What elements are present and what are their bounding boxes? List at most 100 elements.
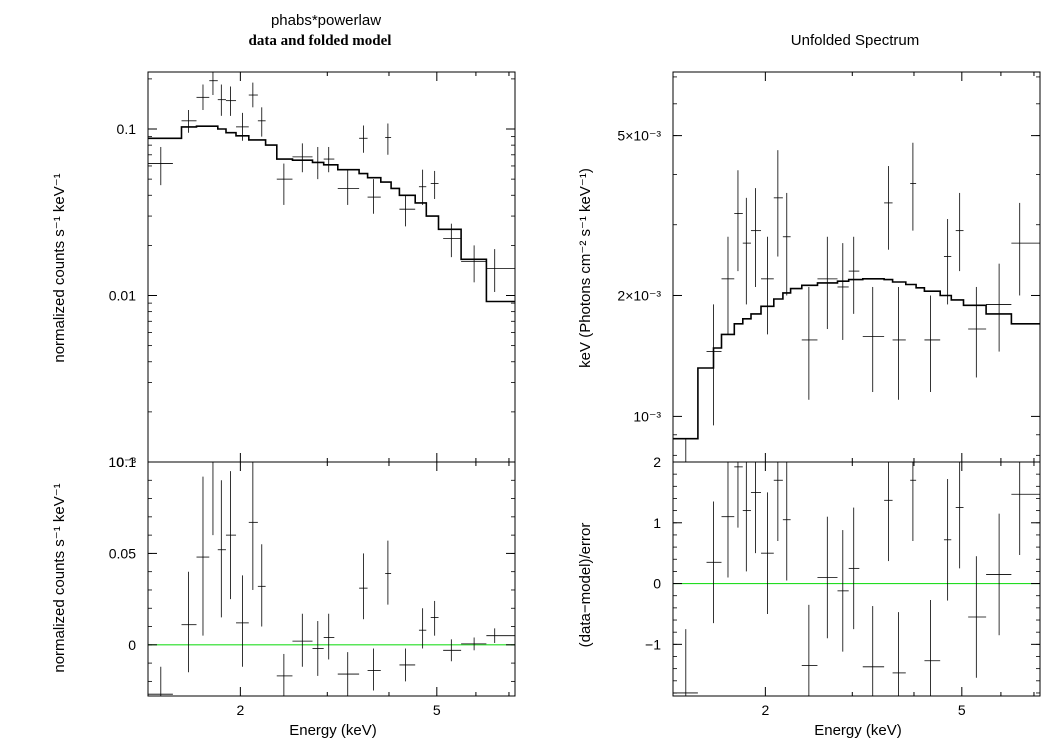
data-point (148, 146, 173, 186)
left-title: phabs*powerlaw (271, 12, 381, 29)
data-point (461, 637, 487, 651)
x-tick-label: 5 (958, 702, 966, 718)
data-point (924, 295, 941, 393)
y-tick-label: −1 (645, 636, 661, 652)
x-tick-label: 2 (761, 702, 769, 718)
data-point (986, 263, 1012, 352)
data-point (323, 146, 335, 173)
data-point (862, 286, 885, 393)
data-point (837, 530, 849, 652)
plot-frame (147, 71, 516, 463)
data-point (801, 286, 818, 400)
data-point (359, 553, 368, 620)
data-point (430, 600, 439, 636)
data-point (673, 629, 698, 696)
data-point (292, 613, 313, 667)
data-point (742, 462, 751, 572)
data-point (955, 462, 964, 569)
data-point (367, 179, 381, 214)
right-top-panel: 5×10⁻³ 2×10⁻³ 10⁻³ (617, 71, 1041, 463)
data-point (225, 471, 237, 600)
data-point (817, 516, 838, 639)
model-step-line (148, 125, 515, 303)
data-point (1011, 202, 1040, 296)
data-point (721, 462, 735, 578)
data-point (910, 462, 917, 542)
data-point (848, 236, 860, 314)
data-point (209, 461, 218, 536)
data-point (837, 243, 849, 340)
data-point (276, 163, 293, 205)
data-point (257, 107, 266, 137)
y-tick-label: 0.1 (117, 454, 137, 470)
data-point (209, 72, 218, 96)
y-tick-label: 5×10⁻³ (617, 128, 661, 144)
data-point (734, 170, 743, 272)
data-point (181, 110, 197, 133)
data-point (385, 540, 392, 605)
data-point (337, 169, 360, 205)
right-bottom-panel: 2 1 0 −1 2 5 (645, 454, 1041, 718)
y-tick-label: 2 (653, 454, 661, 470)
data-point (848, 507, 860, 630)
data-point (486, 628, 515, 643)
data-point (443, 639, 462, 662)
y-tick-label: 0 (128, 637, 136, 653)
left-top-panel: 0.1 0.01 10⁻³ (108, 71, 516, 470)
data-point (801, 604, 818, 696)
data-point (892, 286, 906, 400)
plot-frame (672, 461, 1041, 697)
right-xlabel: Energy (keV) (814, 722, 902, 739)
data-point (486, 249, 515, 292)
data-point (943, 479, 952, 601)
data-point (430, 170, 439, 199)
data-point (742, 197, 751, 305)
data-point (196, 476, 210, 636)
data-point (884, 462, 893, 562)
data-point (399, 195, 416, 227)
data-point (773, 462, 783, 542)
data-point (418, 169, 427, 205)
data-point (323, 613, 335, 660)
data-point (337, 652, 360, 696)
data-point (862, 606, 885, 696)
data-point (1011, 462, 1040, 555)
right-top-ylabel: keV (Photons cm⁻² s⁻¹ keV⁻¹) (577, 168, 594, 368)
data-point (943, 219, 952, 305)
y-tick-label: 10⁻³ (633, 408, 661, 424)
left-bottom-ylabel: normalized counts s⁻¹ keV⁻¹ (51, 483, 68, 672)
data-point (955, 192, 964, 272)
data-point (225, 86, 237, 116)
data-point (884, 166, 893, 250)
data-point (418, 608, 427, 649)
data-point (276, 653, 293, 696)
data-point (910, 142, 917, 231)
data-point (968, 286, 987, 378)
data-point (892, 612, 906, 696)
y-tick-label: 0 (653, 576, 661, 592)
y-tick-label: 0.01 (109, 288, 136, 304)
y-tick-label: 0.05 (109, 545, 136, 561)
data-point (782, 192, 791, 296)
data-point (968, 556, 987, 678)
data-point (359, 125, 368, 153)
x-tick-label: 5 (433, 702, 441, 718)
data-point (257, 544, 266, 627)
data-point (761, 492, 774, 614)
data-point (236, 575, 249, 667)
left-subtitle: data and folded model (249, 33, 392, 49)
data-point (706, 501, 722, 624)
left-top-ylabel: normalized counts s⁻¹ keV⁻¹ (51, 173, 68, 362)
data-point (148, 666, 173, 696)
data-point (399, 648, 416, 682)
y-tick-label: 0.1 (117, 121, 137, 137)
model-step-line (673, 278, 1040, 440)
data-point (312, 621, 324, 676)
data-point (721, 236, 735, 335)
right-title: Unfolded Spectrum (791, 32, 919, 49)
data-point (248, 82, 258, 108)
data-point (292, 143, 313, 173)
x-tick-label: 2 (236, 702, 244, 718)
y-tick-label: 2×10⁻³ (617, 287, 661, 303)
